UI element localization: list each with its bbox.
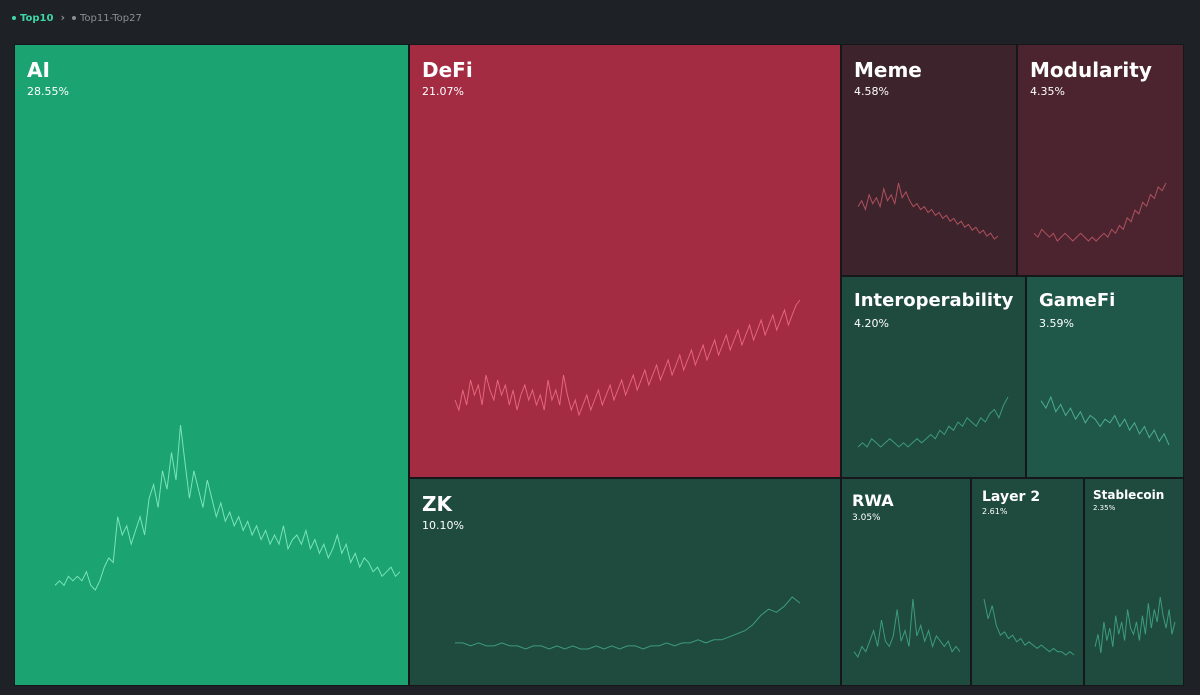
tile-modularity-sparkline — [1033, 182, 1167, 242]
tab-top11-top27[interactable]: Top11-Top27 — [71, 12, 142, 24]
tile-meme[interactable]: Meme 4.58% — [841, 44, 1017, 276]
tile-zk[interactable]: ZK 10.10% — [409, 478, 841, 686]
inactive-dot-icon — [71, 16, 76, 20]
tile-stablecoin-trend-line — [1094, 596, 1176, 654]
tile-meme-sparkline — [857, 182, 999, 240]
tile-layer-2-trend-line — [983, 598, 1075, 656]
tile-meme-share: 4.58% — [854, 85, 889, 98]
tile-layer-2-name: Layer 2 — [982, 489, 1041, 505]
tile-rwa-trend-line — [853, 598, 961, 659]
tile-meme-trend-line — [857, 182, 999, 240]
sector-tabs: Top10 › Top11-Top27 — [12, 11, 142, 25]
tile-modularity-trend-line — [1033, 182, 1167, 242]
tile-layer-2[interactable]: Layer 2 2.61% — [971, 478, 1084, 686]
tile-defi-sparkline — [454, 299, 801, 417]
tile-ai-trend-line — [54, 424, 401, 591]
tile-zk-trend-line — [455, 596, 801, 650]
tab-top10-label: Top10 — [20, 12, 54, 24]
tile-rwa-share: 3.05% — [852, 513, 881, 523]
tile-gamefi-share: 3.59% — [1039, 317, 1074, 330]
tile-zk-name: ZK — [422, 492, 452, 516]
tile-interoperability-share: 4.20% — [854, 317, 889, 330]
tile-modularity-name: Modularity — [1030, 58, 1152, 82]
tile-rwa-sparkline — [853, 598, 961, 659]
tile-zk-share: 10.10% — [422, 519, 464, 532]
tile-meme-name: Meme — [854, 58, 922, 82]
tile-zk-sparkline — [455, 596, 801, 650]
tile-interoperability[interactable]: Interoperability 4.20% — [841, 276, 1026, 478]
tile-defi-share: 21.07% — [422, 85, 464, 98]
tile-ai-name: AI — [27, 58, 50, 82]
tile-defi[interactable]: DeFi 21.07% — [409, 44, 841, 478]
tile-gamefi-name: GameFi — [1039, 290, 1116, 311]
tile-gamefi-trend-line — [1040, 395, 1170, 446]
tile-stablecoin-share: 2.35% — [1093, 504, 1116, 512]
tile-interoperability-name: Interoperability — [854, 290, 1014, 311]
tab-top10[interactable]: Top10 — [12, 13, 53, 24]
tile-stablecoin-name: Stablecoin — [1093, 488, 1165, 502]
sector-treemap: AI 28.55% DeFi 21.07% Meme 4.58% Modularity 4.3… — [14, 44, 1184, 686]
tile-gamefi-sparkline — [1040, 395, 1170, 446]
tile-rwa-name: RWA — [852, 491, 894, 510]
tile-modularity-share: 4.35% — [1030, 85, 1065, 98]
tile-defi-name: DeFi — [422, 58, 473, 82]
tile-layer-2-share: 2.61% — [982, 507, 1008, 516]
tile-interoperability-sparkline — [857, 396, 1009, 448]
tile-layer-2-sparkline — [983, 598, 1075, 656]
tile-stablecoin-sparkline — [1094, 596, 1176, 654]
tile-defi-trend-line — [454, 299, 801, 417]
tile-interoperability-trend-line — [857, 396, 1009, 448]
tile-rwa[interactable]: RWA 3.05% — [841, 478, 971, 686]
tile-ai[interactable]: AI 28.55% — [14, 44, 409, 686]
chevron-right-icon: › — [60, 10, 65, 24]
tile-gamefi[interactable]: GameFi 3.59% — [1026, 276, 1184, 478]
tab-top11-top27-label: Top11-Top27 — [79, 12, 142, 24]
tile-ai-share: 28.55% — [27, 85, 69, 98]
active-dot-icon — [12, 16, 16, 20]
tile-stablecoin[interactable]: Stablecoin 2.35% — [1084, 478, 1184, 686]
tile-modularity[interactable]: Modularity 4.35% — [1017, 44, 1184, 276]
tile-ai-sparkline — [54, 424, 401, 591]
